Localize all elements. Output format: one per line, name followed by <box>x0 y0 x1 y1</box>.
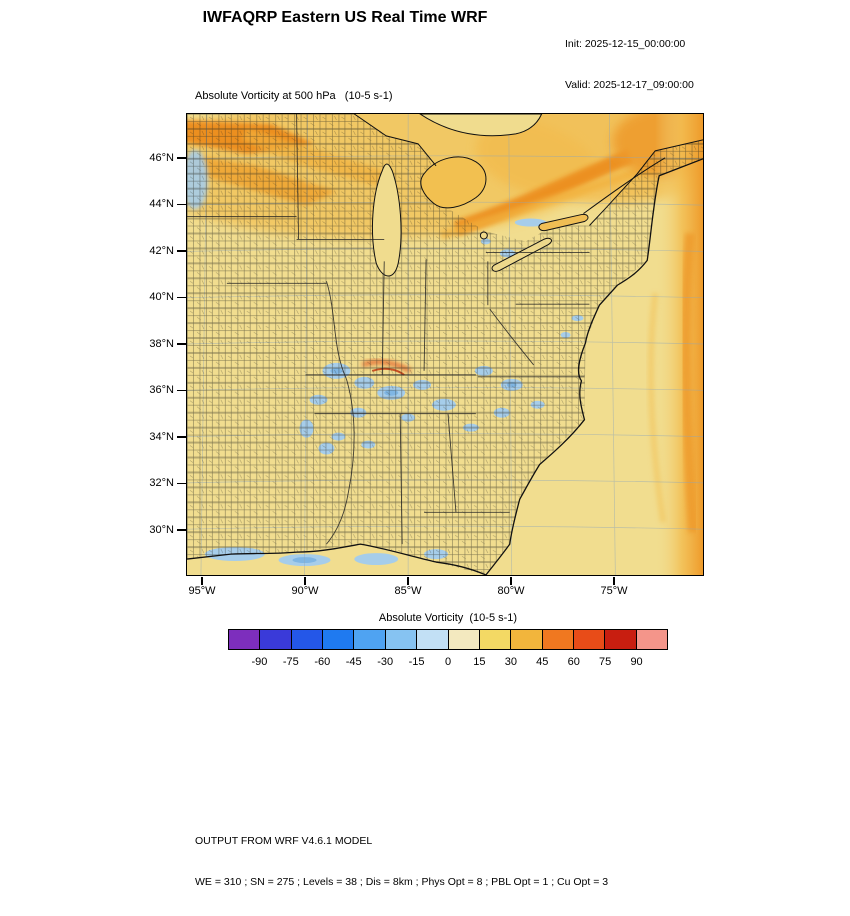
colorbar-cell <box>636 630 668 649</box>
colorbar-tick-label: 75 <box>599 656 612 668</box>
colorbar-tick-label: -60 <box>314 656 331 668</box>
colorbar-tick-label: -75 <box>282 656 299 668</box>
y-tick-label: 40°N <box>149 291 174 303</box>
x-tick-label: 90°W <box>291 585 319 597</box>
x-tick-mark <box>613 577 615 585</box>
init-time-label: Init: 2025-12-15_00:00:00 <box>565 38 686 50</box>
x-tick-label: 80°W <box>497 585 525 597</box>
y-tick-label: 36°N <box>149 384 174 396</box>
y-tick-label: 32°N <box>149 477 174 489</box>
colorbar-tick-label: 45 <box>536 656 549 668</box>
colorbar-tick-label: -90 <box>251 656 268 668</box>
x-tick-mark <box>407 577 409 585</box>
x-tick-label: 75°W <box>600 585 628 597</box>
footer-block: OUTPUT FROM WRF V4.6.1 MODEL WE = 310 ; … <box>195 808 608 916</box>
y-tick-mark <box>177 343 186 345</box>
y-tick-mark <box>177 436 186 438</box>
x-tick-mark <box>201 577 203 585</box>
wrf-output-page: IWFAQRP Eastern US Real Time WRF Init: 2… <box>149 9 704 888</box>
colorbar-cell <box>605 630 637 649</box>
colorbar-cell <box>229 630 261 649</box>
colorbar-cell <box>260 630 292 649</box>
colorbar-label: Absolute Vorticity (10-5 s-1) <box>378 612 518 624</box>
great-lakes-layer <box>371 114 589 277</box>
x-tick-mark <box>510 577 512 585</box>
colorbar-tick-label: -30 <box>377 656 394 668</box>
y-tick-mark <box>177 157 186 159</box>
colorbar-cell <box>385 630 418 649</box>
colorbar-cell <box>511 630 543 649</box>
run-time-block: Init: 2025-12-15_00:00:00 Valid: 2025-12… <box>565 11 694 119</box>
y-tick-mark <box>177 529 186 531</box>
field-title: Absolute Vorticity at 500 hPa (10-5 s-1) <box>195 90 393 102</box>
page-title: IWFAQRP Eastern US Real Time WRF <box>202 9 488 26</box>
colorbar-cell <box>291 630 324 649</box>
y-tick-mark <box>177 250 186 252</box>
colorbar-tick-label: 0 <box>444 656 452 668</box>
y-tick-label: 30°N <box>149 523 174 536</box>
colorbar-cell <box>323 630 355 649</box>
county-boundaries-layer <box>187 114 703 575</box>
y-tick-label: 46°N <box>149 151 174 164</box>
colorbar-tick-label: -45 <box>345 656 362 668</box>
colorbar-cell <box>417 630 449 649</box>
colorbar-tick-label: 15 <box>473 656 486 668</box>
y-tick-label: 42°N <box>149 244 174 257</box>
y-tick-mark <box>177 296 186 299</box>
colorbar-tick-label: -15 <box>408 656 425 668</box>
y-tick-label: 44°N <box>149 198 174 210</box>
footer-model-line: OUTPUT FROM WRF V4.6.1 MODEL <box>195 835 373 847</box>
coastline-layer <box>187 114 703 575</box>
colorbar-cell <box>448 630 480 649</box>
x-tick-mark <box>304 577 306 585</box>
colorbar-cell <box>354 630 386 649</box>
x-tick-label: 95°W <box>188 585 216 597</box>
colorbar-tick-label: 30 <box>504 656 517 668</box>
colorbar-cell <box>479 630 512 649</box>
y-tick-mark <box>177 482 186 485</box>
map-frame <box>186 113 704 576</box>
valid-time-label: Valid: 2025-12-17_09:00:00 <box>565 78 694 91</box>
y-tick-mark <box>177 203 186 206</box>
colorbar-tick-label: 90 <box>630 656 643 668</box>
y-tick-label: 38°N <box>149 337 174 350</box>
colorbar-cell <box>573 630 606 649</box>
footer-config-line: WE = 310 ; SN = 275 ; Levels = 38 ; Dis … <box>195 875 609 888</box>
state-boundaries-layer <box>187 114 590 545</box>
colorbar-cell <box>542 630 574 649</box>
x-tick-label: 85°W <box>394 585 422 597</box>
colorbar <box>228 629 668 650</box>
vorticity-map-canvas <box>187 114 703 575</box>
colorbar-tick-label: 60 <box>567 656 580 668</box>
y-tick-label: 34°N <box>149 430 174 443</box>
y-tick-mark <box>177 389 186 392</box>
